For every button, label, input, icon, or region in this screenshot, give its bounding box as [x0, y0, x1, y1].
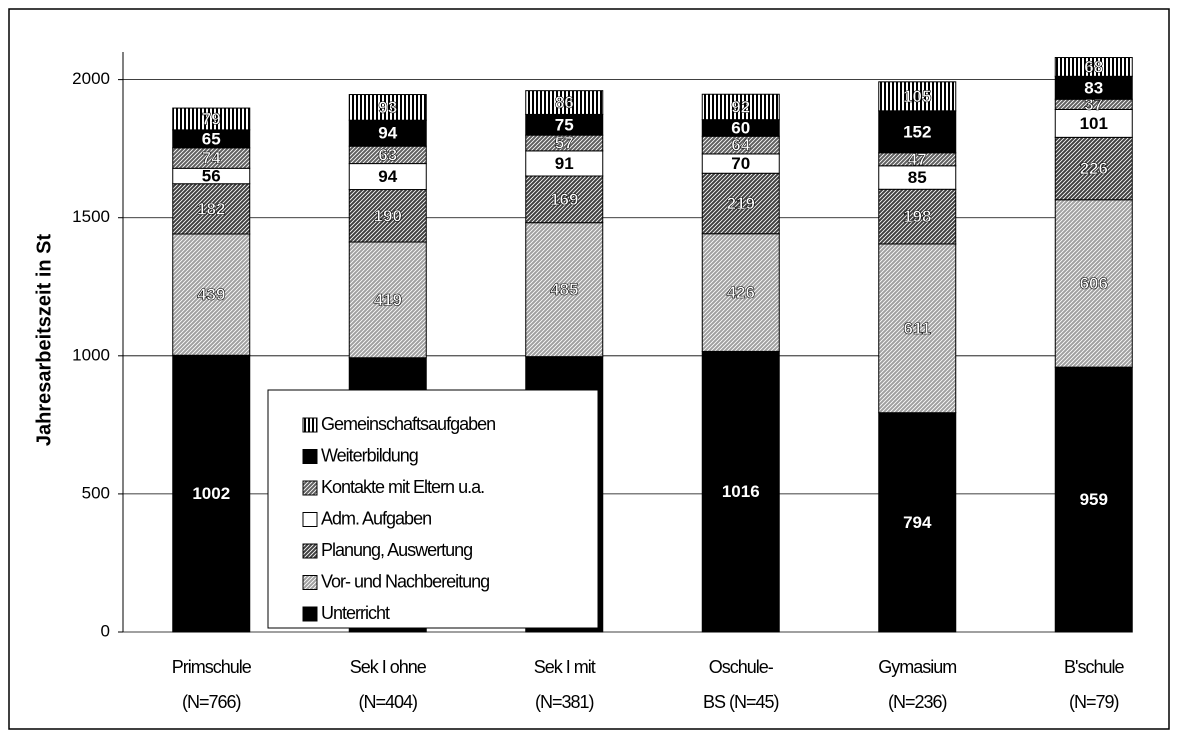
bar-segment [525, 222, 604, 358]
bar-segment [1054, 57, 1133, 77]
x-tick-label: Primschule [172, 657, 252, 677]
x-tick-label: Sek I mit [534, 657, 596, 677]
value-label: 64 [731, 136, 750, 155]
legend-swatch [302, 512, 318, 527]
value-label: 68 [1084, 57, 1103, 76]
y-axis-label: Jahresarbeitszeit in St [33, 234, 55, 447]
legend-label: Unterricht [321, 603, 390, 623]
x-tick-label: Gymasium [878, 657, 956, 677]
value-label: 56 [202, 166, 221, 185]
value-label: 439 [197, 285, 225, 304]
bar-segment [525, 90, 604, 115]
value-label: 79 [202, 109, 221, 128]
y-tick-label: 2000 [72, 69, 110, 88]
value-label: 219 [727, 194, 755, 213]
value-label: 94 [378, 124, 397, 143]
legend-label: Vor- und Nachbereitung [321, 571, 489, 591]
x-tick-label: (N=381) [535, 692, 594, 712]
bar-segment [525, 175, 604, 224]
bar-segment [525, 150, 604, 177]
value-label: 91 [555, 154, 574, 173]
bar-segment [1054, 136, 1133, 201]
value-label: 94 [378, 167, 397, 186]
legend-label: Planung, Auswertung [321, 540, 472, 560]
bar-segment [878, 412, 957, 633]
legend-swatch [302, 417, 318, 433]
value-label: 86 [555, 93, 574, 112]
legend-label: Kontakte mit Eltern u.a. [321, 477, 484, 497]
x-tick-label: (N=79) [1069, 692, 1119, 712]
value-label: 63 [378, 145, 397, 164]
value-label: 611 [904, 319, 931, 338]
legend-swatch [302, 449, 318, 464]
bar-segment [701, 93, 780, 121]
value-label: 419 [374, 290, 402, 309]
bar-segment [348, 241, 427, 359]
legend-box [267, 389, 599, 629]
bar-segment [348, 94, 427, 121]
bar-segment [172, 183, 251, 235]
y-tick-label: 500 [82, 483, 110, 502]
bar-segment [701, 233, 780, 352]
bar-segment [701, 350, 780, 633]
legend-label: Weiterbildung [321, 445, 418, 465]
x-tick-label: Sek I ohne [350, 657, 427, 677]
value-label: 794 [903, 513, 932, 532]
bar-segment [172, 107, 251, 131]
value-label: 959 [1080, 490, 1108, 509]
bar-segment [172, 354, 251, 633]
bar-segment [1054, 366, 1133, 633]
value-label: 182 [197, 199, 225, 218]
value-label: 169 [550, 190, 578, 209]
frame [8, 8, 1170, 730]
x-tick-label: Oschule- [709, 657, 774, 677]
legend-label: Gemeinschaftsaufgaben [321, 414, 495, 434]
value-label: 1002 [192, 484, 230, 503]
value-label: 93 [378, 98, 397, 117]
value-label: 198 [903, 207, 931, 226]
bar-segment [172, 233, 251, 356]
legend-swatch [302, 543, 318, 559]
value-label: 70 [731, 154, 750, 173]
value-label: 426 [727, 283, 755, 302]
bar-segment [1054, 108, 1133, 138]
value-label: 105 [903, 87, 931, 106]
legend-swatch [302, 480, 318, 496]
value-label: 485 [550, 280, 578, 299]
value-label: 75 [555, 115, 574, 134]
x-tick-label: BS (N=45) [703, 692, 779, 712]
value-label: 101 [1080, 114, 1108, 133]
y-tick-label: 1500 [72, 207, 110, 226]
legend-swatch [302, 606, 318, 622]
x-tick-label: B'schule [1064, 657, 1124, 677]
value-label: 74 [202, 149, 221, 168]
bar-segment [878, 188, 957, 245]
value-label: 190 [374, 206, 402, 225]
legend-swatch [302, 575, 318, 590]
bar-segment [701, 172, 780, 235]
y-tick-label: 1000 [72, 345, 110, 364]
value-label: 83 [1084, 78, 1103, 97]
x-tick-label: (N=236) [888, 692, 947, 712]
bar-segment [348, 163, 427, 191]
value-label: 85 [908, 168, 927, 187]
x-tick-label: (N=766) [182, 692, 241, 712]
value-label: 152 [903, 122, 931, 141]
value-label: 92 [731, 97, 750, 116]
value-label: 47 [908, 150, 927, 169]
bar-segment [348, 189, 427, 243]
value-label: 60 [731, 118, 750, 137]
bar-segment [878, 81, 957, 112]
y-tick-label: 0 [101, 621, 110, 640]
value-label: 1016 [722, 482, 760, 501]
x-tick-label: (N=404) [358, 692, 417, 712]
value-label: 57 [555, 133, 574, 152]
value-label: 65 [202, 129, 221, 148]
value-label: 606 [1080, 274, 1108, 293]
legend-label: Adm. Aufgaben [321, 508, 431, 528]
bar-segment [878, 243, 957, 414]
value-label: 226 [1080, 159, 1108, 178]
